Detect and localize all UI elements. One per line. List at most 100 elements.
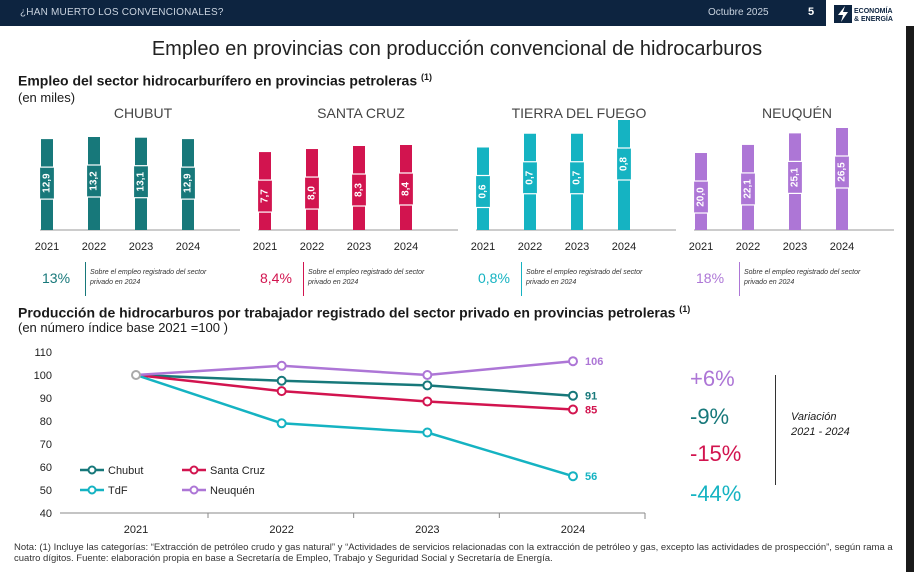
legend-neuquen: Neuquén xyxy=(182,485,255,497)
page-number: 5 xyxy=(808,6,815,18)
tick-label: 2023 xyxy=(129,241,153,253)
bar-label-box xyxy=(833,155,851,189)
series-line xyxy=(135,359,574,377)
share-note: Sobre el empleo registrado del sector pr… xyxy=(526,269,643,286)
section2-sup: (1) xyxy=(679,304,691,314)
bar-label-box xyxy=(615,147,633,181)
right-edge xyxy=(906,26,914,572)
section2-title: Producción de hidrocarburos por trabajad… xyxy=(18,304,690,321)
logo-line-2: & ENERGÍA xyxy=(854,16,893,23)
bar-label-box xyxy=(521,161,539,195)
legend-label: Neuquén xyxy=(210,485,255,497)
end-label: 85 xyxy=(585,405,597,417)
data-label: 0,7 xyxy=(572,170,583,184)
section2-title-text: Producción de hidrocarburos por trabajad… xyxy=(18,304,676,321)
top-bar: ¿HAN MUERTO LOS CONVENCIONALES? Octubre … xyxy=(0,0,914,28)
x-tick-label: 2024 xyxy=(561,524,585,536)
y-tick-label: 50 xyxy=(40,485,52,497)
point xyxy=(568,404,578,415)
series-line xyxy=(135,373,574,411)
point xyxy=(276,386,287,397)
tick-label: 2022 xyxy=(518,241,542,253)
y-tick-label: 90 xyxy=(40,393,52,405)
data-label: 12,9 xyxy=(183,173,194,193)
y-tick-label: 100 xyxy=(34,370,52,382)
share-divider xyxy=(521,262,522,296)
x-tick-label: 2022 xyxy=(269,524,293,536)
legend-tdf: TdF xyxy=(80,485,128,497)
point xyxy=(422,370,433,380)
logo-text: ECONOMÍA & ENERGÍA xyxy=(854,8,893,24)
variation-neuquen: +6% xyxy=(690,366,735,391)
variation-label-2: 2021 - 2024 xyxy=(791,426,850,438)
legend-marker xyxy=(189,465,199,475)
legend-marker xyxy=(189,485,199,495)
legend-label: Chubut xyxy=(108,465,143,477)
data-label: 20,0 xyxy=(696,187,707,207)
header-date: Octubre 2025 xyxy=(708,7,769,18)
series-line xyxy=(135,373,574,397)
tick-label: 2022 xyxy=(82,241,106,253)
legend-santa-cruz: Santa Cruz xyxy=(182,465,265,477)
tick-label: 2022 xyxy=(736,241,760,253)
section1-title: Empleo del sector hidrocarburífero en pr… xyxy=(18,72,432,89)
page-title: Empleo en provincias con producción conv… xyxy=(151,38,763,60)
base-point xyxy=(131,370,141,380)
bar-label-box xyxy=(179,166,197,200)
tick-label: 2024 xyxy=(830,241,854,253)
productivity-line-chart: 40 50 60 70 80 90 100 110 2021 2022 2023 2024 91 85 56… xyxy=(34,347,646,536)
bar-label-box xyxy=(568,161,586,195)
point xyxy=(422,396,433,407)
bar-label-box xyxy=(739,172,757,206)
panel-neuquen: NEUQUÉN 20,0 2021 22,1 2022 25,1 2023 26,5 2024 xyxy=(689,105,894,253)
tick-label: 2021 xyxy=(35,241,59,253)
footnote: Nota: (1) Incluye las categorías: “Extra… xyxy=(14,542,893,564)
point xyxy=(276,418,287,429)
section2-subtitle: (en número índice base 2021 =100 ) xyxy=(18,320,228,335)
panel-title: CHUBUT xyxy=(114,105,173,121)
point xyxy=(568,471,578,482)
variation-santa-cruz: -15% xyxy=(690,441,742,466)
bar-label-box xyxy=(350,173,368,207)
share-chubut: 13% xyxy=(42,270,71,286)
share-divider xyxy=(303,262,304,296)
header-title: ¿HAN MUERTO LOS CONVENCIONALES? xyxy=(20,7,224,18)
logo-line-1: ECONOMÍA xyxy=(854,8,893,15)
end-label: 106 xyxy=(585,356,603,368)
end-label: 91 xyxy=(585,391,597,403)
share-note: Sobre el empleo registrado del sector pr… xyxy=(308,269,425,286)
series-santa-cruz: 85 xyxy=(135,373,597,417)
point xyxy=(276,360,287,371)
data-label: 13,1 xyxy=(136,172,147,192)
share-divider xyxy=(85,262,86,296)
x-tick-label: 2021 xyxy=(124,524,148,536)
tick-label: 2021 xyxy=(689,241,713,253)
panel-title: TIERRA DEL FUEGO xyxy=(512,105,647,121)
bar-label-box xyxy=(256,179,274,213)
point xyxy=(276,375,287,386)
tick-label: 2024 xyxy=(612,241,636,253)
tick-label: 2023 xyxy=(783,241,807,253)
data-label: 7,7 xyxy=(260,189,271,203)
section1-title-text: Empleo del sector hidrocarburífero en pr… xyxy=(18,72,418,89)
tick-label: 2021 xyxy=(253,241,277,253)
y-tick-label: 110 xyxy=(34,347,52,359)
tick-label: 2023 xyxy=(565,241,589,253)
panel-title: SANTA CRUZ xyxy=(317,105,405,121)
point xyxy=(422,380,433,391)
bar-label-box xyxy=(38,166,56,200)
legend-marker xyxy=(87,465,97,475)
employment-bar-charts: CHUBUT12,9202113,2202213,1202312,92024SA… xyxy=(35,105,894,253)
series-chubut: 91 xyxy=(135,373,597,403)
bar-label-box xyxy=(474,174,492,209)
panel-tierra-del-fuego: TIERRA DEL FUEGO 0,6 2021 0,7 2022 0,7 2023 0,8… xyxy=(471,105,676,253)
data-label: 25,1 xyxy=(790,167,801,187)
x-tick-label: 2023 xyxy=(415,524,439,536)
lightning-logo-icon xyxy=(834,5,852,23)
series-tdf: 56 xyxy=(135,373,597,483)
data-label: 12,9 xyxy=(42,173,53,193)
legend-label: TdF xyxy=(108,485,128,497)
variation-tdf: -44% xyxy=(690,481,742,506)
bar-label-box xyxy=(786,160,804,194)
data-label: 8,0 xyxy=(307,186,318,200)
